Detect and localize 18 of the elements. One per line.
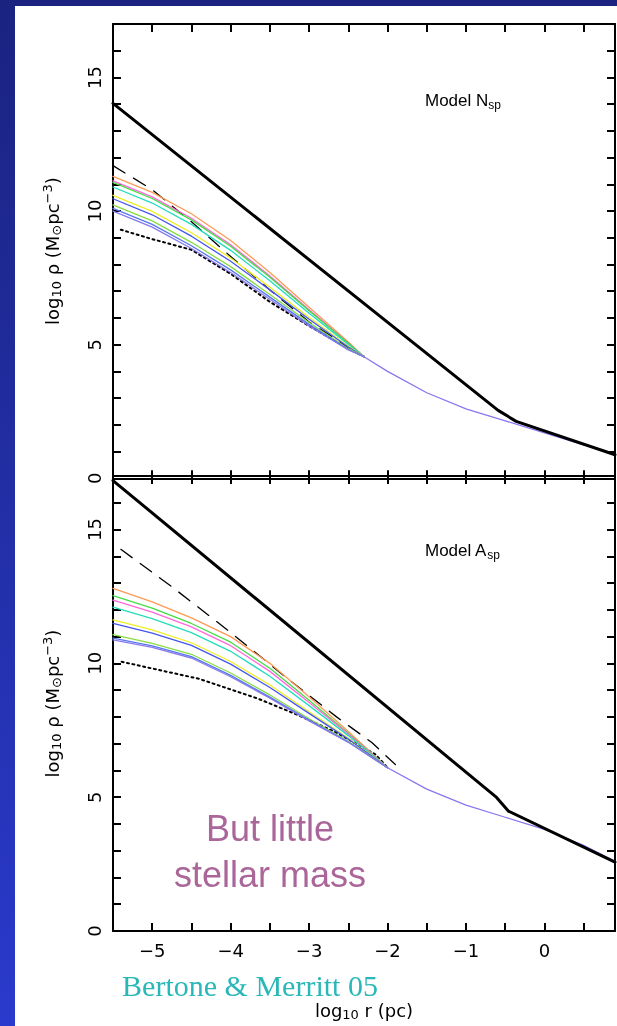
y-tick-label: 15: [83, 518, 105, 541]
y-tick-label: 0: [83, 472, 105, 484]
y-tick-label: 10: [83, 199, 105, 223]
text: Bertone & Merritt 05: [122, 968, 378, 1002]
y-tick-label: 5: [83, 791, 105, 803]
y-tick-label: 0: [83, 925, 105, 937]
y-axis-title: log10 ρ (M⊙pc−3): [40, 629, 64, 778]
y-tick-label: 15: [83, 65, 105, 89]
x-tick-label: −1: [452, 939, 480, 961]
x-tick-label: −4: [217, 939, 244, 961]
annotation: But little stellar mass: [173, 807, 367, 895]
x-tick-label: −2: [374, 939, 401, 961]
y-tick-label: 5: [83, 338, 105, 351]
y-tick-label: 10: [83, 651, 105, 675]
x-tick-label: 0: [538, 939, 551, 961]
x-tick-label: −5: [138, 939, 166, 961]
y-axis-title: log10 ρ (M⊙pc−3): [40, 177, 64, 326]
x-tick-label: −3: [295, 939, 323, 961]
